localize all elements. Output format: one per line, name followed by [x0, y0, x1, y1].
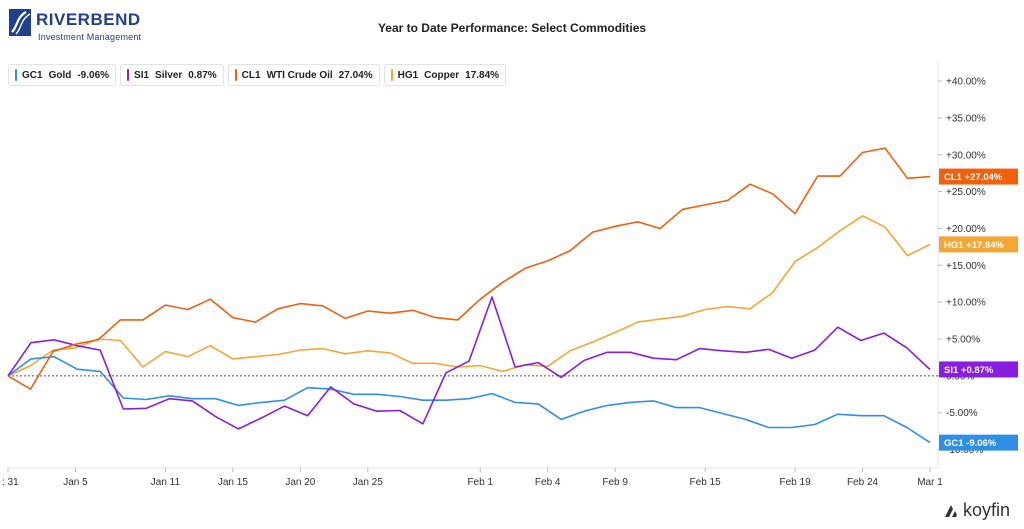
x-tick-label: Feb 15 [690, 477, 722, 488]
x-tick-label: Jan 5 [63, 477, 88, 488]
x-tick-label: Mar 1 [917, 477, 943, 488]
y-tick-label: +10.00% [946, 298, 986, 309]
series-line-hg1 [7, 215, 931, 377]
x-tick-label: Jan 11 [151, 477, 181, 488]
end-tag-background [939, 434, 1018, 451]
chart-axes: +40.00% +35.00% +30.00% +25.00% +20.00% +15.0… [2, 62, 986, 488]
end-tag-cl1: CL1 +27.04% [939, 168, 1018, 185]
legend-name: Copper [424, 69, 460, 81]
legend-ticker: SI1 [134, 69, 150, 81]
series-line-gc1 [7, 355, 931, 444]
series-line-si1 [7, 296, 931, 430]
legend-name: Gold [48, 69, 72, 81]
logo-mark-icon [9, 9, 31, 36]
y-tick-label: -5.00% [946, 408, 978, 419]
legend-swatch-copper [390, 69, 393, 81]
x-tick-label: Jan 15 [218, 477, 248, 488]
logo-wordmark: RIVERBEND [36, 10, 141, 29]
x-tick-label: : 31 [2, 477, 19, 488]
end-tag-gc1: GC1 -9.06% [939, 434, 1018, 451]
end-tag-label: SI1 +0.87% [944, 365, 994, 376]
legend-item-gold[interactable]: GC1 Gold -9.06% [8, 64, 117, 86]
end-tag-hg1: HG1 +17.84% [939, 236, 1018, 253]
end-tag-background [939, 168, 1018, 185]
logo-tagline: Investment Management [38, 32, 142, 42]
end-tag-label: CL1 +27.04% [944, 172, 1003, 183]
legend-item-copper[interactable]: HG1 Copper 17.84% [383, 64, 507, 86]
y-tick-label: +5.00% [946, 335, 980, 346]
y-tick-label: +40.00% [946, 77, 986, 88]
legend-value: 17.84% [465, 69, 500, 81]
riverbend-logo: RIVERBEND Investment Management [8, 8, 143, 48]
y-tick-label: +20.00% [946, 224, 986, 235]
end-value-tags: GC1 -9.06% SI1 +0.87% CL1 +27.04% HG1 +17.8… [939, 168, 1018, 451]
legend-item-crude-oil[interactable]: CL1 WTI Crude Oil 27.04% [227, 64, 380, 86]
koyfin-watermark: koyfin [943, 500, 1010, 521]
y-tick-label: +25.00% [946, 187, 986, 198]
legend-ticker: HG1 [397, 69, 419, 81]
end-tag-si1: SI1 +0.87% [939, 361, 1018, 378]
x-tick-label: Feb 9 [602, 477, 628, 488]
x-tick-label: Jan 20 [285, 477, 315, 488]
legend-value: 0.87% [188, 69, 217, 81]
y-tick-label: +30.00% [946, 150, 986, 161]
legend-value: 27.04% [338, 69, 373, 81]
series-lines [7, 147, 931, 444]
legend-ticker: CL1 [241, 69, 261, 81]
legend-value: -9.06% [77, 69, 110, 81]
x-tick-label: Feb 4 [535, 477, 561, 488]
x-tick-label: Feb 24 [847, 477, 879, 488]
y-tick-label: +15.00% [946, 261, 986, 272]
koyfin-logo-icon [944, 504, 957, 517]
end-tag-background [939, 236, 1018, 253]
chart-legend: GC1 Gold -9.06% SI1 Silver 0.87% CL1 WTI… [8, 64, 507, 86]
legend-ticker: GC1 [22, 69, 43, 81]
legend-item-silver[interactable]: SI1 Silver 0.87% [120, 64, 224, 86]
legend-swatch-crude-oil [234, 69, 237, 81]
legend-swatch-gold [15, 69, 17, 81]
series-line-cl1 [7, 147, 931, 390]
x-tick-label: Feb 1 [467, 477, 493, 488]
end-tag-label: HG1 +17.84% [944, 240, 1004, 251]
x-tick-label: Jan 25 [353, 477, 383, 488]
legend-name: Silver [155, 69, 183, 81]
end-tag-label: GC1 -9.06% [944, 438, 997, 449]
end-tag-background [939, 361, 1018, 378]
legend-name: WTI Crude Oil [266, 69, 333, 81]
chart-title: Year to Date Performance: Select Commodi… [377, 21, 647, 35]
x-tick-label: Feb 19 [780, 477, 812, 488]
y-tick-label: +35.00% [946, 113, 986, 124]
legend-swatch-silver [127, 69, 130, 81]
koyfin-wordmark: koyfin [962, 500, 1010, 520]
